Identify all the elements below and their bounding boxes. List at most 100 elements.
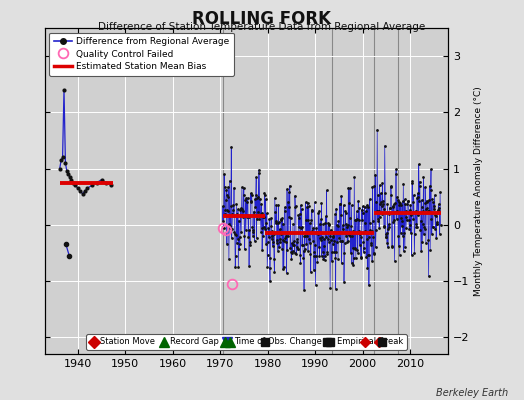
- Point: [344, 184, 353, 191]
- Point: [239, 192, 248, 198]
- Point: [236, 207, 245, 213]
- Point: [283, 186, 291, 192]
- Point: [260, 192, 269, 198]
- Point: [320, 236, 328, 242]
- Point: [288, 240, 296, 246]
- Point: [263, 210, 271, 216]
- Point: [324, 238, 333, 245]
- Point: [315, 253, 324, 260]
- Point: [343, 239, 351, 246]
- Point: [365, 282, 373, 289]
- Point: [309, 249, 318, 256]
- Point: [350, 255, 358, 262]
- Point: [357, 206, 366, 213]
- Point: [296, 210, 304, 217]
- Point: [277, 216, 286, 223]
- Point: [416, 183, 424, 190]
- Point: [56, 165, 64, 172]
- Point: [325, 220, 333, 227]
- Point: [387, 184, 395, 190]
- Point: [250, 212, 258, 218]
- Point: [336, 201, 344, 208]
- Point: [274, 202, 282, 208]
- Point: [358, 203, 367, 210]
- Point: [366, 220, 374, 226]
- Point: [363, 202, 371, 208]
- Point: [286, 182, 294, 189]
- Point: [374, 218, 383, 224]
- Point: [384, 226, 392, 232]
- Point: [397, 215, 405, 221]
- Point: [392, 166, 400, 172]
- Point: [421, 184, 429, 190]
- Point: [309, 225, 318, 232]
- Point: [67, 176, 75, 183]
- Point: [341, 210, 350, 217]
- Point: [255, 216, 263, 222]
- Point: [300, 233, 309, 240]
- Point: [238, 212, 246, 218]
- Point: [359, 249, 368, 255]
- Point: [329, 234, 337, 240]
- Point: [251, 204, 259, 210]
- Point: [224, 184, 232, 190]
- Point: [330, 249, 339, 256]
- Point: [408, 180, 416, 187]
- Point: [372, 227, 380, 233]
- Point: [347, 223, 355, 229]
- Point: [364, 252, 372, 258]
- Point: [291, 192, 299, 199]
- Point: [425, 182, 434, 189]
- Point: [325, 233, 334, 240]
- Point: [348, 233, 356, 240]
- Point: [398, 223, 406, 230]
- Point: [285, 189, 293, 195]
- Point: [66, 174, 74, 180]
- Point: [349, 228, 357, 234]
- Point: [409, 199, 417, 206]
- Point: [329, 240, 337, 247]
- Point: [381, 234, 390, 240]
- Point: [265, 216, 274, 222]
- Point: [419, 208, 427, 214]
- Point: [243, 212, 252, 218]
- Point: [254, 194, 262, 200]
- Point: [335, 201, 344, 208]
- Point: [390, 216, 398, 223]
- Point: [383, 201, 391, 207]
- Point: [403, 201, 411, 208]
- Point: [271, 220, 280, 226]
- Point: [395, 242, 403, 249]
- Point: [413, 224, 421, 230]
- Point: [377, 199, 385, 205]
- Point: [340, 250, 348, 256]
- Point: [248, 224, 256, 230]
- Point: [425, 197, 433, 203]
- Point: [348, 245, 357, 252]
- Point: [434, 207, 442, 214]
- Point: [81, 188, 89, 194]
- Point: [430, 192, 439, 198]
- Point: [296, 252, 304, 258]
- Point: [270, 256, 278, 262]
- Point: [302, 240, 311, 247]
- Point: [331, 254, 340, 261]
- Point: [332, 206, 340, 212]
- Point: [250, 238, 259, 244]
- Point: [283, 199, 292, 206]
- Point: [417, 217, 425, 224]
- Point: [372, 244, 380, 250]
- Point: [279, 221, 288, 227]
- Point: [353, 208, 361, 214]
- Text: ROLLING FORK: ROLLING FORK: [192, 10, 332, 28]
- Point: [400, 196, 409, 203]
- Point: [249, 233, 257, 239]
- Point: [253, 195, 261, 201]
- Point: [300, 286, 308, 293]
- Point: [361, 220, 369, 226]
- Point: [222, 192, 231, 198]
- Point: [295, 214, 303, 221]
- Point: [298, 223, 307, 230]
- Point: [64, 171, 72, 177]
- Point: [245, 262, 253, 269]
